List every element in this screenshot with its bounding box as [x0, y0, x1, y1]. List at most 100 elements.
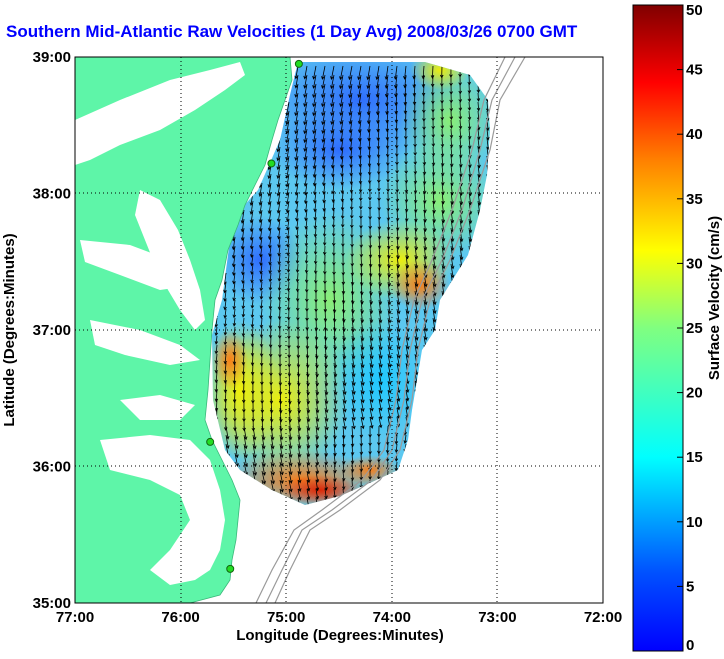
velocity-arrow [287, 371, 292, 387]
velocity-arrow [250, 290, 255, 301]
velocity-arrow [341, 470, 346, 482]
velocity-arrow [357, 74, 362, 90]
velocity-arrow [458, 128, 463, 140]
velocity-arrow [303, 164, 308, 179]
velocity-arrow [286, 290, 291, 302]
velocity-arrow [351, 398, 356, 413]
velocity-arrow [358, 191, 363, 202]
velocity-arrow [357, 92, 362, 107]
velocity-arrow [277, 254, 282, 266]
velocity-arrow [339, 110, 344, 125]
velocity-arrow [431, 137, 436, 148]
velocity-arrow [279, 470, 284, 485]
velocity-arrow [422, 155, 427, 166]
velocity-arrow [288, 479, 293, 493]
velocity-arrow [312, 128, 317, 143]
velocity-arrow [359, 254, 364, 268]
velocity-arrow [259, 290, 264, 300]
velocity-arrow [312, 65, 317, 80]
x-tick-label: 74:00 [373, 609, 411, 626]
velocity-arrow [285, 155, 290, 170]
velocity-arrow [232, 299, 237, 310]
velocity-arrow [261, 443, 266, 459]
velocity-arrow [360, 344, 365, 360]
velocity-arrow [295, 254, 300, 265]
velocity-arrow [421, 74, 426, 88]
velocity-arrow [340, 191, 345, 203]
velocity-arrow [214, 371, 219, 384]
velocity-arrow [267, 182, 272, 197]
velocity-arrow [333, 389, 338, 405]
velocity-arrow [313, 200, 317, 213]
y-tick-label: 39:00 [33, 49, 71, 66]
velocity-arrow [348, 83, 353, 99]
velocity-arrow [360, 353, 365, 369]
velocity-arrow [413, 146, 417, 157]
velocity-arrow [252, 443, 257, 459]
velocity-arrow [259, 326, 264, 339]
velocity-arrow [378, 326, 383, 342]
velocity-arrow [331, 218, 336, 229]
velocity-arrow [214, 344, 219, 355]
velocity-arrow [234, 443, 239, 459]
velocity-arrow [324, 398, 329, 414]
velocity-arrow [303, 173, 308, 187]
velocity-arrow [449, 137, 454, 149]
velocity-arrow [350, 218, 354, 229]
velocity-arrow [297, 452, 302, 467]
velocity-arrow [359, 263, 364, 277]
velocity-arrow [312, 83, 317, 98]
velocity-arrow [339, 128, 344, 143]
velocity-arrow [276, 182, 281, 197]
velocity-arrow [351, 407, 356, 421]
velocity-arrow [322, 218, 327, 229]
velocity-arrow [395, 156, 399, 166]
velocity-arrow [360, 398, 365, 413]
velocity-arrow [259, 299, 264, 310]
velocity-arrow [339, 101, 344, 117]
velocity-arrow [330, 128, 335, 143]
velocity-arrow [258, 209, 263, 224]
velocity-arrow [360, 389, 365, 404]
velocity-arrow [277, 245, 281, 257]
velocity-arrow [306, 479, 311, 492]
x-axis-ticks: 77:00 76:00 75:00 74:00 73:00 72:00 [56, 609, 622, 626]
velocity-arrow [259, 281, 264, 292]
velocity-arrow [405, 389, 410, 402]
velocity-arrow [395, 164, 399, 174]
velocity-arrow [368, 245, 373, 259]
velocity-arrow [414, 290, 419, 306]
velocity-arrow [342, 371, 347, 387]
velocity-arrow [351, 389, 356, 404]
velocity-arrow [387, 353, 392, 368]
velocity-arrow [350, 209, 354, 219]
velocity-arrow [276, 146, 281, 162]
velocity-arrow [351, 371, 356, 387]
velocity-arrow [223, 317, 228, 328]
velocity-arrow [342, 407, 347, 422]
velocity-arrow [214, 398, 219, 412]
velocity-arrow [303, 155, 308, 170]
velocity-arrow [250, 317, 255, 328]
velocity-arrow [459, 146, 463, 159]
velocity-arrow [315, 488, 320, 500]
velocity-arrow [268, 245, 272, 258]
velocity-arrow [306, 452, 311, 466]
velocity-arrow [279, 479, 284, 493]
x-tick-label: 76:00 [161, 609, 199, 626]
velocity-arrow [368, 191, 372, 201]
velocity-arrow [294, 92, 299, 108]
velocity-arrow [369, 389, 374, 404]
velocity-arrow [369, 407, 374, 421]
velocity-arrow [341, 290, 346, 305]
velocity-arrow [403, 101, 408, 115]
velocity-arrow [331, 182, 335, 195]
velocity-arrow [396, 398, 401, 411]
velocity-arrow [340, 182, 345, 194]
velocity-arrow [285, 146, 290, 162]
velocity-arrow [286, 254, 291, 265]
velocity-arrow [422, 173, 427, 185]
velocity-arrow [214, 326, 219, 337]
velocity-arrow [232, 281, 236, 293]
velocity-arrow [375, 74, 380, 90]
